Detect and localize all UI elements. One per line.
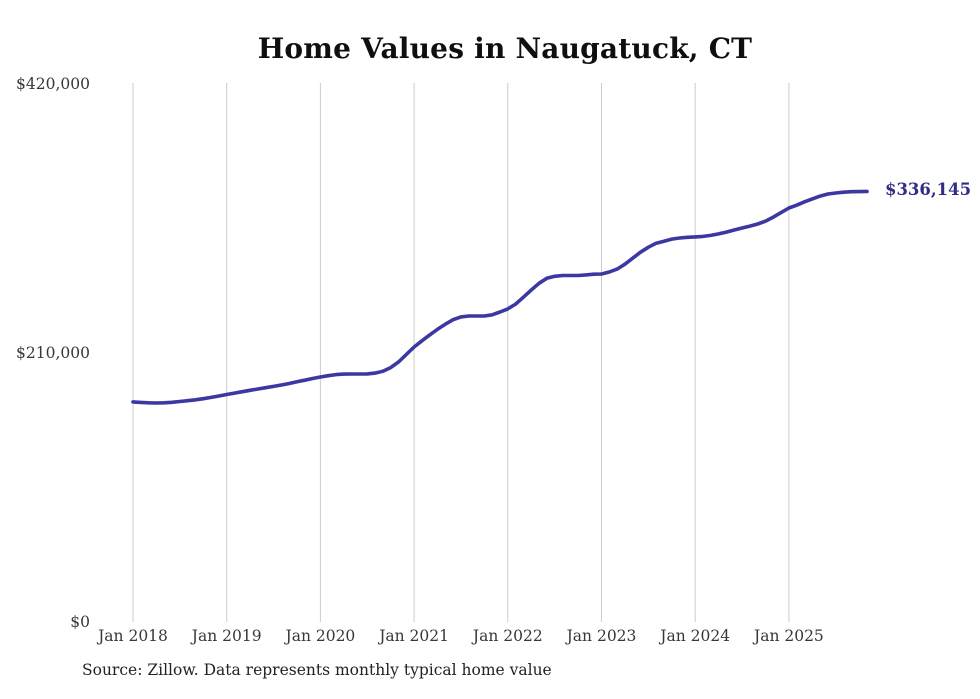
x-tick-label: Jan 2020 [285, 627, 356, 645]
chart-title: Home Values in Naugatuck, CT [257, 32, 753, 65]
x-tick-label: Jan 2025 [753, 627, 824, 645]
y-tick-label: $0 [70, 613, 90, 631]
vertical-gridlines [132, 83, 790, 622]
home-value-line-series [131, 189, 869, 405]
x-tick-label: Jan 2022 [472, 627, 543, 645]
current-value-label: $336,145 [884, 180, 972, 200]
source-note: Source: Zillow. Data represents monthly … [82, 661, 552, 679]
y-tick-label: $420,000 [16, 75, 90, 93]
x-tick-label: Jan 2023 [566, 627, 637, 645]
y-tick-label: $210,000 [16, 344, 90, 362]
x-tick-label: Jan 2024 [660, 627, 731, 645]
x-tick-label: Jan 2021 [379, 627, 449, 645]
x-tick-label: Jan 2019 [191, 627, 262, 645]
x-tick-label: Jan 2018 [98, 627, 168, 645]
